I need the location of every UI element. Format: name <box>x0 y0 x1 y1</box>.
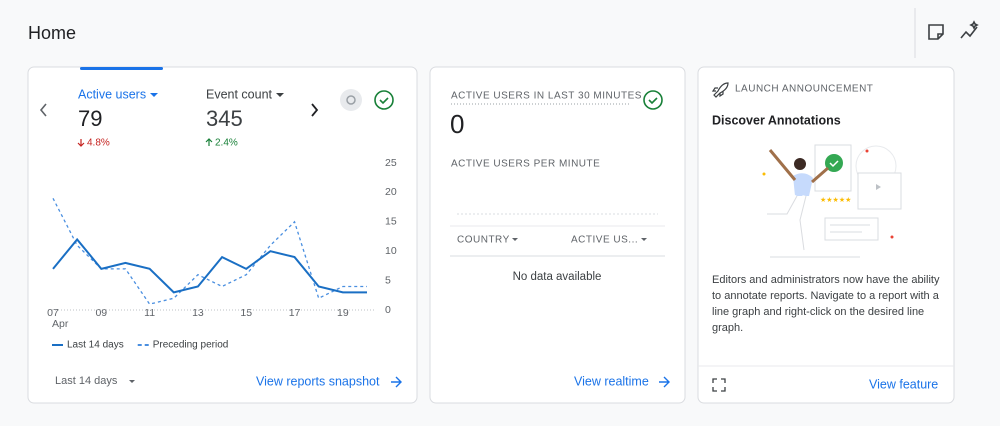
y-tick-label: 25 <box>385 157 397 169</box>
arrow <box>391 376 402 388</box>
check <box>648 97 658 105</box>
insight-glyph <box>346 95 356 105</box>
x-tick-label: 13 <box>192 307 204 319</box>
notes-icon[interactable] <box>928 24 944 40</box>
caret <box>641 238 647 241</box>
metric-name[interactable]: Active users <box>78 87 146 101</box>
metric-change: 2.4% <box>215 138 238 149</box>
realtime-value: 0 <box>450 109 464 139</box>
caret <box>512 238 518 241</box>
expand-icon[interactable] <box>712 378 726 392</box>
x-tick-label: 07 <box>47 307 59 319</box>
insight-icon[interactable] <box>340 89 362 111</box>
body-line: Editors and administrators now have the … <box>712 274 940 286</box>
card <box>429 66 686 404</box>
svg-text:★★★★★: ★★★★★ <box>820 196 851 204</box>
series-line <box>52 237 367 294</box>
next-button[interactable] <box>311 103 319 117</box>
kicker: LAUNCH ANNOUNCEMENT <box>735 84 873 95</box>
rocket-icon <box>711 82 729 98</box>
y-tick-label: 20 <box>385 186 397 198</box>
x-tick-label: 19 <box>337 307 349 319</box>
tab-indicator <box>80 67 163 70</box>
page-title: Home <box>28 23 76 43</box>
y-tick-label: 10 <box>385 245 397 257</box>
link[interactable]: View reports snapshot <box>256 374 380 388</box>
metric-change: 4.8% <box>87 138 110 149</box>
column-header[interactable]: COUNTRY <box>457 235 510 246</box>
x-month-label: Apr <box>52 318 69 330</box>
up-arrow <box>205 138 213 146</box>
legend-label: Preceding period <box>153 340 229 351</box>
body-line: line graph and right-click on the desire… <box>712 306 924 318</box>
y-tick-label: 15 <box>385 216 397 228</box>
x-tick-label: 11 <box>144 307 155 319</box>
insights-icon[interactable] <box>960 20 979 39</box>
line-chart: 0 5 10 15 20 25 07 09 11 13 15 17 19 Apr <box>47 157 397 330</box>
prev-button[interactable] <box>39 103 47 117</box>
body-line: to annotate reports. Navigate to a repor… <box>712 290 940 302</box>
x-tick-label: 17 <box>289 307 301 319</box>
legend: Last 14 days Preceding period <box>52 340 228 351</box>
metric-name[interactable]: Event count <box>206 87 273 101</box>
x-tick-label: 15 <box>240 307 252 319</box>
metric-value: 79 <box>78 106 102 131</box>
empty-message: No data available <box>513 271 602 283</box>
legend-label: Last 14 days <box>67 340 124 351</box>
link[interactable]: View feature <box>869 377 938 391</box>
metric-value: 345 <box>206 106 243 131</box>
card <box>27 66 418 404</box>
card-title: ACTIVE USERS IN LAST 30 MINUTES <box>451 91 642 102</box>
caret <box>150 93 158 97</box>
arrow <box>659 376 670 388</box>
status-icon <box>643 90 663 110</box>
x-tick-label: 09 <box>95 307 107 319</box>
check <box>379 97 389 105</box>
range-selector[interactable]: Last 14 days <box>55 375 118 387</box>
caret <box>129 380 135 383</box>
y-tick-label: 0 <box>385 304 391 316</box>
link[interactable]: View realtime <box>574 374 649 388</box>
y-tick-label: 5 <box>385 274 391 286</box>
caret <box>276 93 284 97</box>
column-header[interactable]: ACTIVE US... <box>571 235 638 246</box>
card-title: Discover Annotations <box>712 113 841 127</box>
body-line: graph. <box>712 322 743 334</box>
body-text: Editors and administrators now have the … <box>712 274 940 334</box>
down-arrow <box>77 139 85 147</box>
status-icon <box>374 90 394 110</box>
subtitle: ACTIVE USERS PER MINUTE <box>451 159 600 170</box>
illustration: ★★★★★ <box>762 144 902 258</box>
